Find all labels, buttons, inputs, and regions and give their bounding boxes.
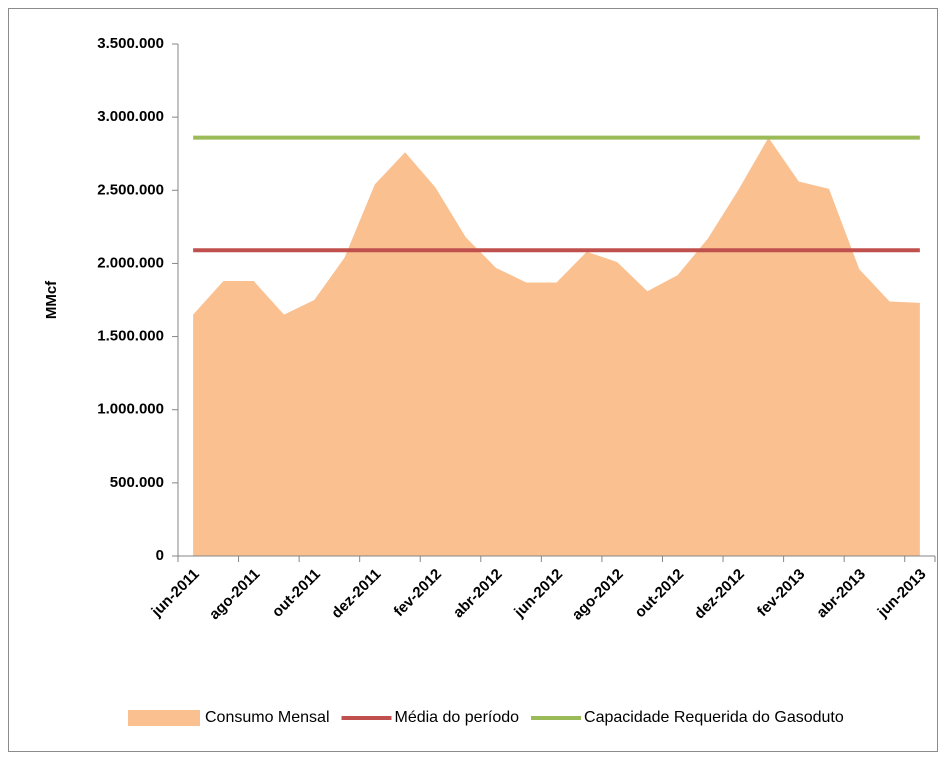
y-tick-label: 2.500.000 (97, 181, 164, 198)
y-tick-label: 3.000.000 (97, 108, 164, 125)
area (193, 137, 920, 556)
legend-swatch (128, 710, 200, 726)
y-tick-label: 1.000.000 (97, 401, 164, 418)
y-tick-label: 3.500.000 (97, 35, 164, 52)
legend-label: Média do período (395, 709, 520, 726)
y-tick-label: 1.500.000 (97, 328, 164, 345)
legend-label: Capacidade Requerida do Gasoduto (584, 709, 844, 726)
legend-label: Consumo Mensal (205, 709, 330, 726)
y-axis-title: MMcf (43, 280, 60, 319)
y-tick-label: 500.000 (110, 474, 164, 491)
y-tick-label: 2.000.000 (97, 254, 164, 271)
y-tick-label: 0 (156, 547, 164, 564)
